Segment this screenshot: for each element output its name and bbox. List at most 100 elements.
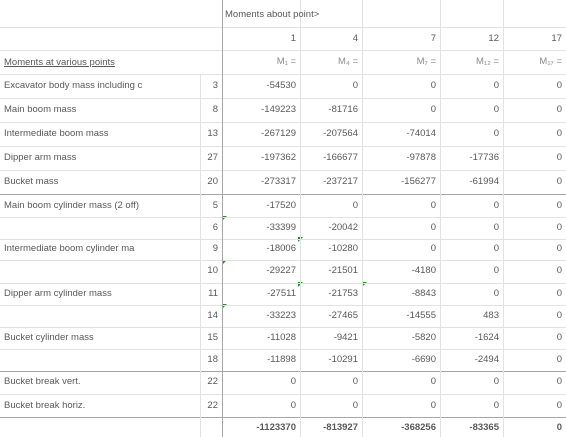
row-label: Excavator body mass including c xyxy=(4,80,143,91)
border-line xyxy=(0,194,566,195)
moment-value: -149223 xyxy=(261,104,296,115)
point-number: 11 xyxy=(208,288,218,299)
total-value: -83365 xyxy=(469,422,499,433)
moment-value: -61994 xyxy=(469,176,499,187)
moment-value: 0 xyxy=(493,80,499,91)
grid-line xyxy=(0,305,566,306)
moment-value: 0 xyxy=(493,200,499,211)
moment-value: -21753 xyxy=(328,288,358,299)
moment-value: 0 xyxy=(493,265,499,276)
moment-value: 0 xyxy=(493,400,499,411)
grid-line xyxy=(0,98,566,99)
point-number: 15 xyxy=(207,332,218,343)
moment-value: -27511 xyxy=(267,288,296,299)
point-number: 27 xyxy=(207,152,218,163)
moment-value: -33399 xyxy=(266,222,296,233)
grid-line xyxy=(0,50,566,51)
moment-value: 0 xyxy=(430,243,436,254)
moment-value: 0 xyxy=(290,400,296,411)
border-line xyxy=(222,0,223,437)
moment-value: -1624 xyxy=(474,332,499,343)
moment-value: -5820 xyxy=(411,332,436,343)
moment-value: -33223 xyxy=(266,310,296,321)
moment-value: 0 xyxy=(556,310,562,321)
moment-value: -207564 xyxy=(323,128,358,139)
moment-value: 0 xyxy=(493,222,499,233)
row-label: Bucket mass xyxy=(4,176,59,187)
point-header: 7 xyxy=(430,33,436,44)
moment-label: M₁₇ = xyxy=(539,56,562,67)
point-number: 3 xyxy=(212,80,218,91)
moment-value: 0 xyxy=(493,243,499,254)
moment-value: 483 xyxy=(483,310,499,321)
moment-value: 0 xyxy=(430,80,436,91)
moment-value: -11898 xyxy=(267,354,296,365)
moment-value: 0 xyxy=(352,200,358,211)
point-number: 18 xyxy=(207,354,218,365)
moment-value: 0 xyxy=(556,176,562,187)
grid-line xyxy=(0,327,566,328)
grid-line xyxy=(0,122,566,123)
moment-value: 0 xyxy=(556,400,562,411)
point-header: 12 xyxy=(488,33,499,44)
total-value: -813927 xyxy=(323,422,358,433)
moment-value: 0 xyxy=(556,104,562,115)
moment-value: 0 xyxy=(556,128,562,139)
row-label: Dipper arm mass xyxy=(4,152,77,163)
row-label: Main boom mass xyxy=(4,104,77,115)
moment-label: M₄ = xyxy=(338,56,358,67)
moment-value: 0 xyxy=(556,376,562,387)
moment-value: -8843 xyxy=(411,288,436,299)
point-number: 14 xyxy=(207,310,218,321)
grid-line xyxy=(0,170,566,171)
point-number: 22 xyxy=(207,400,218,411)
moment-value: 0 xyxy=(290,376,296,387)
moment-value: 0 xyxy=(430,104,436,115)
moment-value: 0 xyxy=(430,222,436,233)
point-header: 4 xyxy=(352,33,358,44)
moment-value: -17520 xyxy=(266,200,296,211)
moment-value: 0 xyxy=(430,376,436,387)
moment-value: -74014 xyxy=(406,128,436,139)
row-label: Bucket cylinder mass xyxy=(4,332,94,343)
row-label-title: Moments at various points xyxy=(4,57,115,68)
point-number: 22 xyxy=(207,376,218,387)
moment-value: -2494 xyxy=(474,354,499,365)
grid-line xyxy=(0,260,566,261)
point-number: 10 xyxy=(207,265,218,276)
point-number: 13 xyxy=(207,128,218,139)
moment-value: 0 xyxy=(430,200,436,211)
moment-value: -11028 xyxy=(267,332,296,343)
moment-value: -10280 xyxy=(328,243,358,254)
grid-line xyxy=(0,394,566,395)
moment-value: 0 xyxy=(493,288,499,299)
moment-value: -27465 xyxy=(328,310,358,321)
header-title: Moments about point> xyxy=(225,9,320,20)
grid-line xyxy=(0,146,566,147)
moment-value: -237217 xyxy=(323,176,358,187)
total-value: -368256 xyxy=(401,422,436,433)
grid-line xyxy=(0,74,566,75)
grid-line xyxy=(0,27,566,28)
grid-line xyxy=(503,0,504,437)
moment-value: -21501 xyxy=(328,265,358,276)
moment-value: -10291 xyxy=(328,354,358,365)
point-header: 17 xyxy=(551,33,562,44)
row-label: Intermediate boom cylinder ma xyxy=(4,243,135,254)
moment-value: 0 xyxy=(430,400,436,411)
moment-value: 0 xyxy=(556,332,562,343)
moment-value: -97878 xyxy=(406,152,436,163)
grid-line xyxy=(440,0,441,437)
row-label: Bucket break horiz. xyxy=(4,400,86,411)
grid-line xyxy=(362,0,363,437)
point-number: 8 xyxy=(212,104,218,115)
moment-value: -14555 xyxy=(406,310,436,321)
moment-value: -267129 xyxy=(261,128,296,139)
moment-value: -17736 xyxy=(469,152,499,163)
border-line xyxy=(0,371,566,372)
point-number: 6 xyxy=(212,222,218,233)
moment-value: 0 xyxy=(493,104,499,115)
cell-marker xyxy=(222,216,227,221)
point-number: 5 xyxy=(212,200,218,211)
